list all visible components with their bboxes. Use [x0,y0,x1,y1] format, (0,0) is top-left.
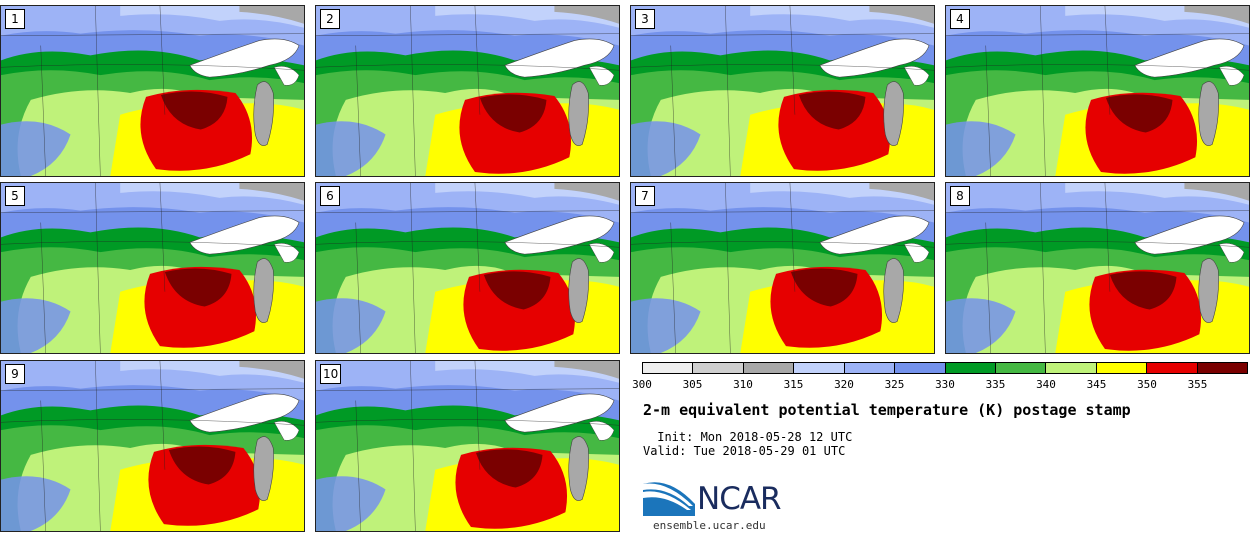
colorbar-tick-label: 300 [632,378,652,391]
ensemble-member-map: 7 [630,182,935,354]
colorbar-segment [844,363,896,373]
colorbar-tick-label: 355 [1187,378,1208,391]
colorbar [642,362,1248,374]
colorbar-ticks: 300 305 310 315 320 325 330 335 340 345 350 355 [632,378,1248,392]
colorbar-tick-label: 340 [1036,378,1056,391]
colorbar-segment [995,363,1047,373]
colorbar-tick-label: 320 [834,378,854,391]
init-time: Init: Mon 2018-05-28 12 UTC [650,430,853,444]
member-label: 3 [635,9,655,29]
member-label: 8 [950,186,970,206]
colorbar-segment [945,363,996,373]
ensemble-member-map: 10 [315,360,620,532]
colorbar-segment [1197,363,1248,373]
member-label: 9 [5,364,25,384]
website-link[interactable]: ensemble.ucar.edu [653,519,766,532]
member-label: 10 [320,364,342,384]
colorbar-segment [643,363,694,373]
colorbar-segment [895,363,946,373]
member-label: 5 [5,186,25,206]
ensemble-member-map: 9 [0,360,305,532]
colorbar-tick-label: 310 [733,378,753,391]
member-label: 7 [635,186,655,206]
member-label: 4 [950,9,970,29]
member-label: 1 [5,9,25,29]
colorbar-segment [743,363,795,373]
ncar-swoosh-icon [643,482,695,516]
ensemble-member-map: 5 [0,182,305,354]
ensemble-member-map: 3 [630,5,935,177]
colorbar-tick-label: 305 [682,378,703,391]
figure-title: 2-m equivalent potential temperature (K)… [643,401,1131,419]
colorbar-tick-label: 335 [985,378,1006,391]
colorbar-tick-label: 325 [884,378,905,391]
member-label: 2 [320,9,340,29]
colorbar-tick-label: 330 [935,378,955,391]
ensemble-member-map: 8 [945,182,1250,354]
ncar-logo: NCAR [643,476,793,521]
colorbar-tick-label: 350 [1137,378,1157,391]
ensemble-member-map: 1 [0,5,305,177]
colorbar-segment [1096,363,1148,373]
ncar-logo-text: NCAR [697,481,782,517]
colorbar-tick-label: 315 [783,378,804,391]
ensemble-member-map: 2 [315,5,620,177]
colorbar-segment [794,363,845,373]
member-label: 6 [320,186,340,206]
colorbar-segment [693,363,744,373]
ensemble-member-map: 6 [315,182,620,354]
colorbar-segment [1046,363,1097,373]
valid-time: Valid: Tue 2018-05-29 01 UTC [643,444,846,458]
ensemble-member-map: 4 [945,5,1250,177]
colorbar-segment [1147,363,1198,373]
colorbar-tick-label: 345 [1086,378,1107,391]
